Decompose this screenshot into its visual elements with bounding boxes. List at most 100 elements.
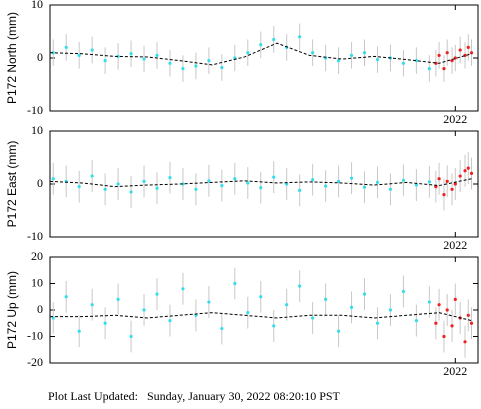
data-point (401, 289, 406, 294)
data-point (336, 59, 341, 63)
data-point (442, 334, 446, 339)
data-point (466, 313, 470, 317)
plot-frame (49, 4, 479, 112)
y-tick-label: 0 (37, 176, 43, 190)
y-tick-label: -20 (27, 355, 43, 369)
data-point (207, 179, 211, 183)
data-point (401, 178, 406, 182)
data-point (324, 184, 328, 188)
data-point (427, 180, 431, 184)
data-point (285, 182, 289, 186)
data-point (233, 281, 237, 286)
data-point (298, 284, 302, 288)
data-point (272, 175, 276, 179)
data-point (233, 177, 237, 181)
y-tick-label: 0 (37, 50, 43, 64)
data-point (298, 188, 302, 192)
model-line (50, 312, 472, 322)
data-point (466, 45, 470, 50)
data-point (246, 311, 250, 315)
data-point (285, 303, 289, 307)
data-point (103, 187, 107, 191)
data-point (90, 174, 94, 178)
data-point (349, 305, 354, 309)
data-point (272, 37, 276, 42)
data-point (246, 51, 250, 55)
data-point (388, 187, 393, 191)
x-tick-label: 2022 (443, 238, 467, 252)
y-axis-label: P172 Up (mm) (5, 271, 19, 349)
data-point (469, 171, 474, 175)
data-point (311, 178, 315, 182)
model-line (49, 42, 472, 66)
data-point (336, 329, 341, 333)
data-point (414, 59, 418, 63)
data-point (90, 303, 94, 307)
data-point (116, 54, 120, 59)
data-point (469, 321, 474, 325)
data-point (142, 179, 146, 183)
data-point (103, 59, 107, 63)
data-point (142, 308, 146, 312)
data-point (259, 186, 263, 190)
data-point (64, 45, 68, 50)
data-point (450, 59, 454, 63)
data-point (463, 169, 467, 173)
data-point (427, 300, 431, 304)
data-point (116, 182, 120, 186)
data-point (259, 43, 263, 47)
data-point (311, 316, 315, 320)
data-point (362, 185, 367, 189)
data-point (142, 57, 146, 61)
data-point (437, 53, 441, 57)
data-point (207, 300, 211, 304)
data-point (168, 319, 172, 323)
data-point (349, 176, 354, 180)
data-point (450, 187, 454, 191)
data-point (401, 61, 406, 65)
data-point (298, 35, 302, 39)
data-point (220, 65, 224, 70)
data-point (103, 321, 107, 325)
data-point (181, 67, 185, 71)
data-point (90, 48, 94, 52)
data-point (272, 324, 276, 328)
data-point (77, 329, 81, 333)
data-point (246, 181, 250, 185)
y-tick-label: -10 (27, 103, 43, 117)
data-point (207, 59, 211, 63)
data-point (220, 183, 224, 188)
data-point (220, 326, 224, 331)
data-point (442, 67, 446, 71)
data-point (414, 319, 418, 323)
data-point (181, 182, 185, 186)
data-point (181, 287, 185, 291)
data-point (414, 183, 418, 187)
data-point (194, 187, 198, 191)
data-point (427, 67, 431, 71)
data-point (77, 185, 81, 189)
data-point (463, 340, 467, 344)
data-point (458, 174, 462, 178)
data-point (375, 57, 380, 62)
data-point (362, 292, 367, 296)
data-point (324, 297, 328, 301)
data-point (116, 297, 120, 301)
y-tick-label: -10 (27, 328, 43, 342)
footer: Plot Last Updated: Sunday, January 30, 2… (48, 389, 341, 403)
y-axis-label: P172 East (mm) (5, 141, 19, 228)
data-point (129, 334, 133, 339)
data-point (349, 53, 354, 57)
data-point (51, 51, 55, 55)
data-point (155, 53, 159, 57)
y-tick-label: 10 (31, 123, 43, 137)
data-point (129, 52, 133, 56)
y-tick-label: 10 (31, 275, 43, 289)
y-tick-label: -10 (27, 229, 43, 243)
y-tick-label: 20 (31, 249, 43, 263)
data-point (336, 179, 341, 183)
x-tick-label: 2022 (443, 112, 467, 126)
data-point (445, 51, 449, 55)
data-point (155, 292, 159, 296)
